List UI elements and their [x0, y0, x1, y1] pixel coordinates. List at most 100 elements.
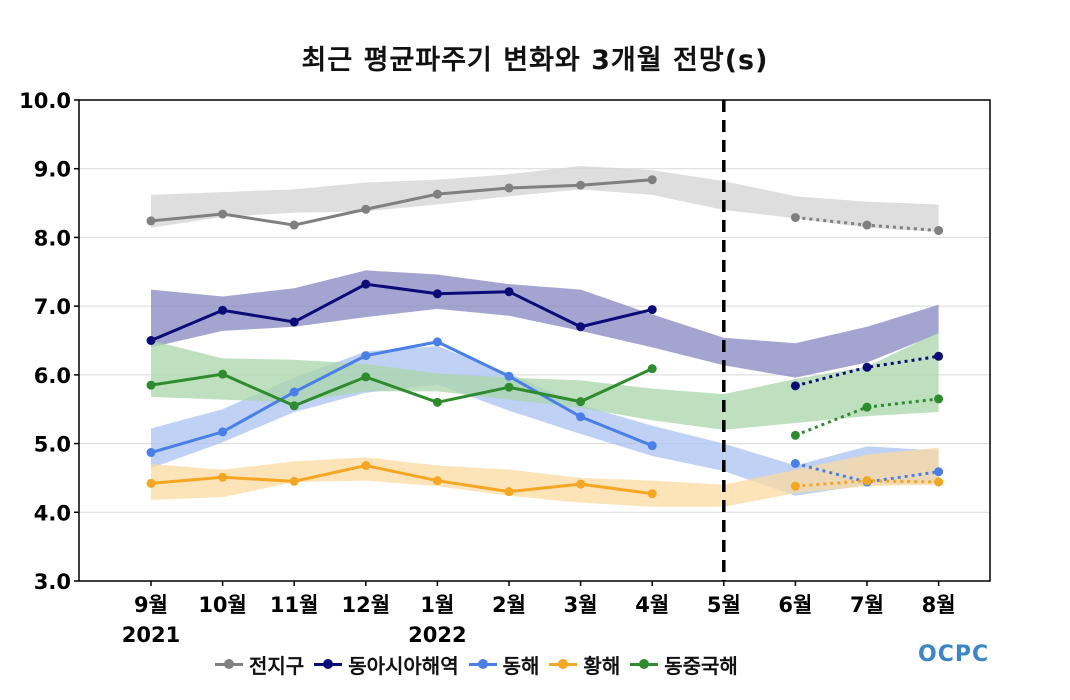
forecast-point: [862, 220, 872, 230]
forecast-point: [862, 476, 872, 486]
y-tick-label: 5.0: [34, 433, 71, 457]
data-point: [361, 351, 371, 361]
y-tick-label: 10.0: [19, 89, 71, 113]
y-tick-label: 8.0: [34, 226, 71, 250]
data-point: [289, 220, 299, 230]
data-point: [504, 371, 514, 381]
x-tick-label: 7월: [850, 593, 884, 617]
x-tick-label: 8월: [922, 593, 956, 617]
range-band: [151, 332, 939, 430]
forecast-point: [790, 458, 800, 468]
series-line: [150, 464, 653, 496]
forecast-point: [790, 381, 800, 391]
legend-swatch: [549, 657, 578, 671]
x-tick-label: 4월: [635, 593, 669, 617]
data-point: [576, 180, 586, 190]
legend-swatch: [468, 657, 497, 671]
range-band: [151, 270, 939, 378]
ocpc-logo: OCPC: [918, 642, 990, 667]
x-axis-ticks: 9월 10월 11월 12월 1월 2월 3월 4월 5월 6월 7월 8월 2021 2022: [122, 581, 956, 647]
legend-item: 전지구: [215, 650, 304, 679]
forecast-point: [934, 351, 944, 361]
x-tick-label: 1월: [420, 593, 454, 617]
x-tick-label: 9월: [134, 593, 168, 617]
data-point: [432, 397, 442, 407]
data-point: [576, 412, 586, 422]
legend-label: 동아시아해역: [348, 653, 459, 678]
data-point: [289, 317, 299, 327]
data-point: [361, 372, 371, 382]
forecast-point: [862, 402, 872, 412]
legend-swatch: [314, 657, 343, 671]
x-tick-label: 12월: [342, 593, 391, 617]
legend: 전지구 동아시아해역 동해 황해 동중국해: [215, 649, 738, 679]
forecast-point: [934, 467, 944, 477]
forecast-point: [790, 213, 800, 223]
chart-title: 최근 평균파주기 변화와 3개월 전망(s): [301, 45, 769, 76]
y-axis-ticks: 3.0 4.0 5.0 6.0 7.0 8.0 9.0 10.0: [19, 89, 79, 594]
forecast-point: [790, 430, 800, 440]
x-tick-label: 5월: [707, 593, 741, 617]
data-point: [361, 461, 371, 471]
data-point: [432, 476, 442, 486]
data-point: [576, 397, 586, 407]
data-point: [218, 305, 228, 315]
data-point: [289, 401, 299, 411]
data-point: [361, 279, 371, 289]
legend-swatch: [215, 657, 243, 671]
data-point: [218, 472, 228, 482]
data-point: [504, 487, 514, 497]
y-tick-label: 4.0: [34, 501, 71, 525]
legend-label: 황해: [583, 653, 621, 678]
data-point: [218, 209, 228, 219]
plot-frame: [78, 99, 991, 582]
data-point: [361, 204, 371, 214]
year-label: 2021: [122, 623, 180, 647]
forecast-point: [934, 394, 944, 404]
legend-item: 황해: [549, 650, 620, 679]
x-tick-label: 10월: [198, 593, 247, 617]
year-label: 2022: [408, 623, 466, 647]
data-point: [146, 380, 156, 390]
legend-swatch: [630, 657, 659, 671]
data-point: [647, 305, 657, 315]
forecast-point: [790, 481, 800, 491]
range-band: [151, 447, 939, 507]
legend-item: 동아시아해역: [314, 650, 459, 679]
data-point: [289, 476, 299, 486]
series-line: [150, 282, 653, 342]
data-point: [432, 289, 442, 299]
x-tick-label: 2월: [492, 593, 526, 617]
legend-item: 동해: [468, 650, 540, 679]
x-tick-label: 3월: [564, 593, 598, 617]
data-point: [576, 322, 586, 332]
data-point: [146, 478, 156, 488]
data-point: [146, 448, 156, 458]
legend-item: 동중국해: [630, 650, 738, 679]
data-point: [647, 364, 657, 374]
forecast-point: [934, 477, 944, 487]
series-line: [150, 340, 653, 454]
data-point: [289, 387, 299, 397]
legend-label: 동중국해: [664, 653, 738, 678]
y-tick-label: 7.0: [34, 295, 71, 319]
data-point: [146, 336, 156, 345]
data-point: [146, 216, 156, 226]
forecast-point: [862, 362, 872, 372]
data-point: [647, 175, 657, 185]
legend-label: 전지구: [249, 653, 305, 678]
forecast-point: [934, 226, 944, 236]
data-point: [218, 369, 228, 379]
y-tick-label: 6.0: [34, 364, 71, 388]
data-point: [647, 489, 657, 499]
data-point: [432, 337, 442, 347]
data-point: [432, 189, 442, 199]
data-point: [576, 479, 586, 489]
data-point: [504, 287, 514, 297]
series-line: [150, 178, 653, 227]
y-tick-label: 3.0: [34, 570, 71, 594]
range-bands: [151, 165, 939, 507]
legend-label: 동해: [502, 653, 540, 678]
data-point: [218, 427, 228, 437]
